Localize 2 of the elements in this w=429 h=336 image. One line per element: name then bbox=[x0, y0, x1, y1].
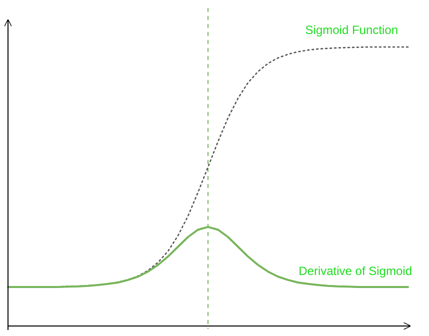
series-label: Sigmoid Function bbox=[305, 23, 398, 37]
series-label: Derivative of Sigmoid bbox=[298, 264, 412, 278]
